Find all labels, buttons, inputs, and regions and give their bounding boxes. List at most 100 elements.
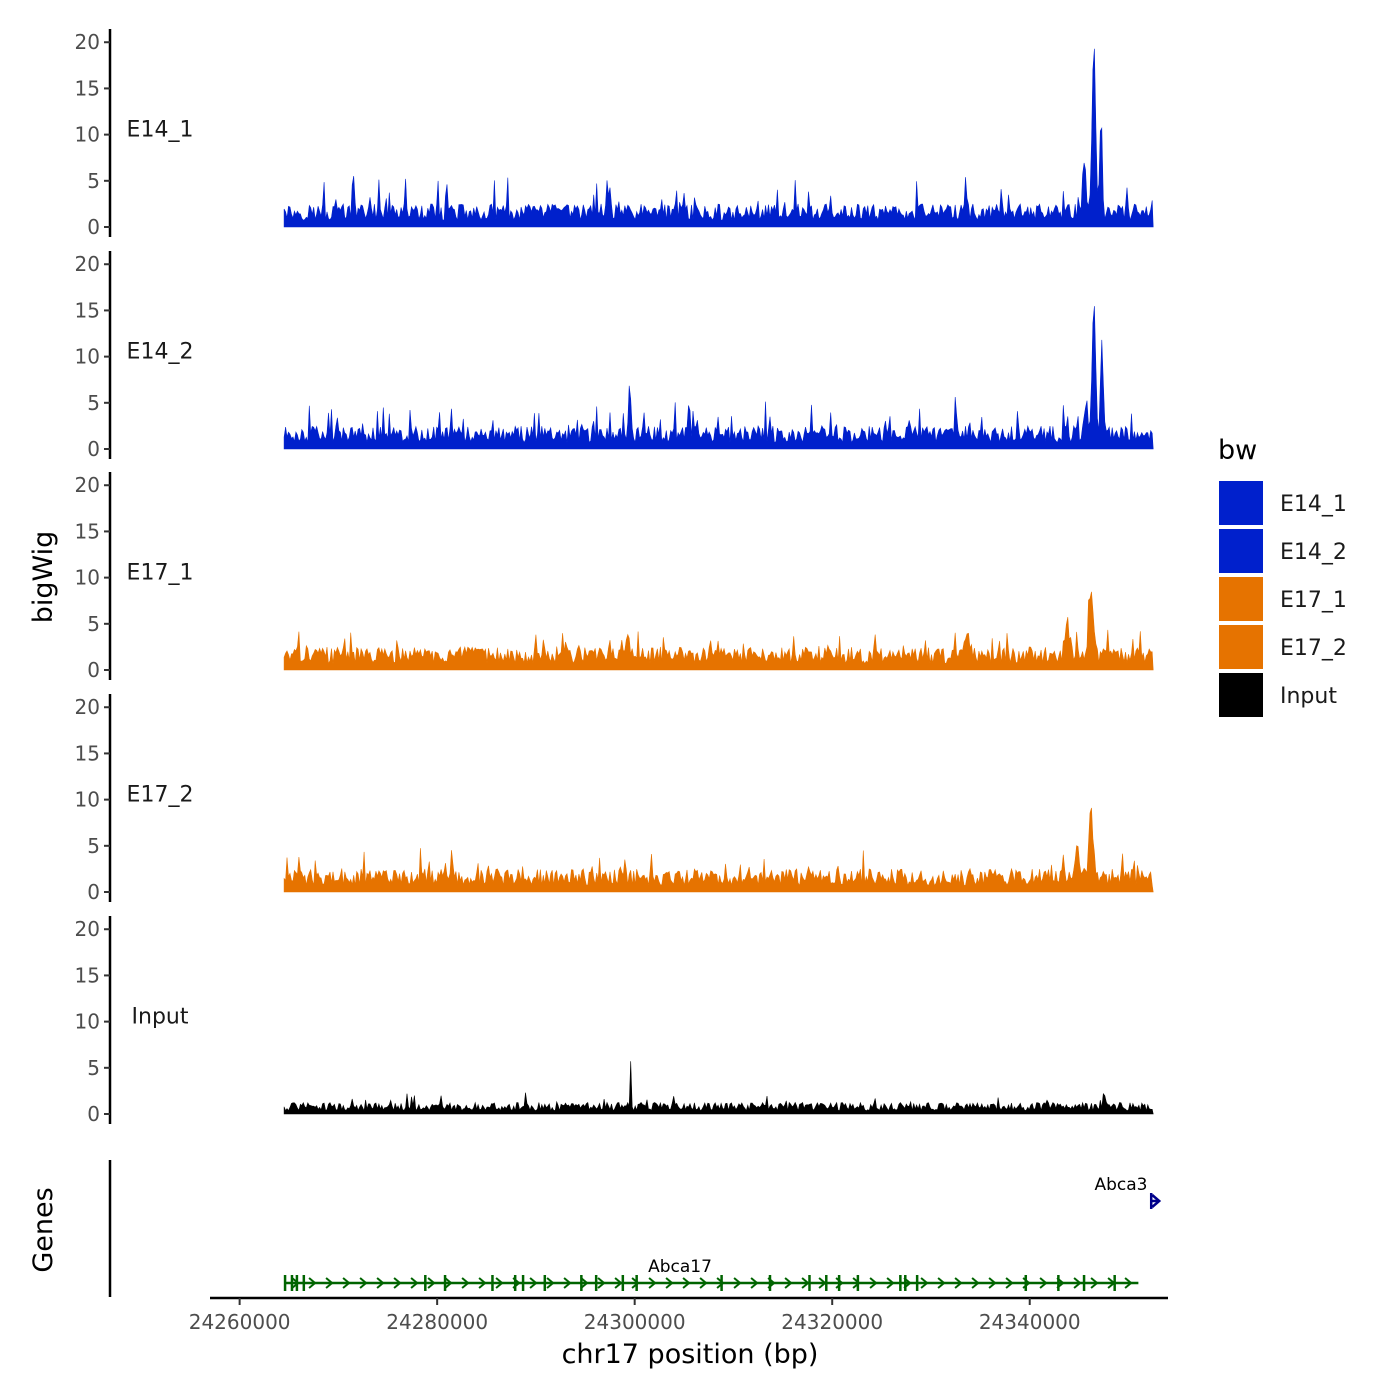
track-Input: 0 5 10 15 20 Input (75, 916, 1154, 1126)
strand-arrow (988, 1277, 997, 1289)
strand-arrow (359, 1277, 368, 1289)
strand-arrow (1005, 1277, 1014, 1289)
signal-area-E14_1 (283, 48, 1154, 228)
y-tick-label: 10 (75, 123, 100, 147)
y-tick-label: 20 (75, 917, 100, 941)
track-label: E14_2 (127, 340, 194, 365)
strand-arrow (971, 1277, 980, 1289)
strand-arrow (461, 1277, 470, 1289)
y-tick-label: 20 (75, 473, 100, 497)
strand-arrow (886, 1277, 895, 1289)
strand-arrow (1124, 1277, 1133, 1289)
y-tick-label: 5 (87, 834, 100, 858)
strand-arrow (852, 1277, 861, 1289)
strand-arrow (495, 1277, 504, 1289)
legend-label: E14_2 (1280, 540, 1347, 565)
strand-arrow (512, 1277, 521, 1289)
gene-label: Abca17 (648, 1257, 712, 1277)
strand-arrow (325, 1277, 334, 1289)
track-label: Input (132, 1005, 189, 1030)
y-tick-label: 10 (75, 345, 100, 369)
signal-area-E17_2 (283, 807, 1154, 893)
strand-arrow (1073, 1277, 1082, 1289)
legend-label: E17_1 (1280, 588, 1347, 613)
strand-arrow (393, 1277, 402, 1289)
strand-arrow (478, 1277, 487, 1289)
track-E17_2: 0 5 10 15 20 E17_2 (75, 694, 1154, 904)
strand-arrow (1151, 1194, 1162, 1208)
y-tick-label: 5 (87, 612, 100, 636)
strand-arrow (665, 1277, 674, 1289)
strand-arrow (410, 1277, 419, 1289)
legend-label: Input (1280, 684, 1337, 709)
y-tick-label: 20 (75, 695, 100, 719)
legend-swatch-Input (1219, 673, 1263, 717)
x-axis-title: chr17 position (bp) (562, 1339, 819, 1370)
y-tick-label: 15 (75, 963, 100, 987)
legend-swatch-E14_1 (1219, 481, 1263, 525)
y-tick-label: 10 (75, 566, 100, 590)
y-tick-label: 5 (87, 169, 100, 193)
strand-arrow (699, 1277, 708, 1289)
y-tick-label: 10 (75, 1010, 100, 1034)
strand-arrow (1022, 1277, 1031, 1289)
y-tick-label: 10 (75, 788, 100, 812)
strand-arrow (767, 1277, 776, 1289)
y-tick-label: 15 (75, 298, 100, 322)
legend-label: E14_1 (1280, 492, 1347, 517)
tracks: 05101520E14_105101520E14_205101520E17_10… (75, 29, 1154, 1126)
legend-swatch-E17_1 (1219, 577, 1263, 621)
strand-arrow (716, 1277, 725, 1289)
y-tick-label: 15 (75, 76, 100, 100)
strand-arrow (308, 1277, 317, 1289)
gene-Abca3: Abca3 (1094, 1175, 1162, 1209)
x-axis: 24260000 24280000 24300000 24320000 24340000 (189, 1296, 1168, 1334)
signal-area-E14_2 (283, 306, 1154, 450)
track-label: E14_1 (127, 118, 194, 143)
x-tick-label: 24300000 (584, 1310, 686, 1334)
strand-arrow (529, 1277, 538, 1289)
strand-arrow (801, 1277, 810, 1289)
y-tick-label: 0 (87, 658, 100, 682)
strand-arrow (733, 1277, 742, 1289)
legend-title: bw (1218, 435, 1257, 466)
track-E17_1: 0 5 10 15 20 E17_1 (75, 472, 1154, 682)
y-tick-label: 0 (87, 215, 100, 239)
strand-arrow (682, 1277, 691, 1289)
strand-arrow (1039, 1277, 1048, 1289)
y-tick-label: 5 (87, 391, 100, 415)
strand-arrow (1107, 1277, 1116, 1289)
y-tick-label: 0 (87, 1102, 100, 1126)
strand-arrow (869, 1277, 878, 1289)
strand-arrow (427, 1277, 436, 1289)
legend-label: E17_2 (1280, 636, 1347, 661)
y-tick-label: 15 (75, 741, 100, 765)
y-tick-label: 15 (75, 519, 100, 543)
gene-track: Abca17 Abca3 (108, 1160, 1162, 1297)
y-tick-label: 20 (75, 252, 100, 276)
strand-arrow (954, 1277, 963, 1289)
strand-arrow (920, 1277, 929, 1289)
strand-arrow (750, 1277, 759, 1289)
signal-area-Input (283, 1061, 1154, 1115)
legend-swatch-E14_2 (1219, 529, 1263, 573)
strand-arrow (563, 1277, 572, 1289)
strand-arrow (1090, 1277, 1099, 1289)
strand-arrow (631, 1277, 640, 1289)
strand-arrow (546, 1277, 555, 1289)
strand-arrow (291, 1277, 300, 1289)
strand-arrow (903, 1277, 912, 1289)
strand-arrow (597, 1277, 606, 1289)
genes-axis-title: Genes (28, 1187, 59, 1272)
strand-arrow (648, 1277, 657, 1289)
gene-label: Abca3 (1094, 1175, 1147, 1195)
track-E14_1: 0 5 10 15 20 E14_1 (75, 29, 1154, 239)
y-tick-label: 5 (87, 1056, 100, 1080)
y-axis-title: bigWig (28, 531, 59, 624)
gene-Abca17: Abca17 (283, 1257, 1139, 1291)
strand-arrow (444, 1277, 453, 1289)
y-tick-label: 0 (87, 437, 100, 461)
strand-arrow (580, 1277, 589, 1289)
legend-swatch-E17_2 (1219, 625, 1263, 669)
strand-arrow (614, 1277, 623, 1289)
